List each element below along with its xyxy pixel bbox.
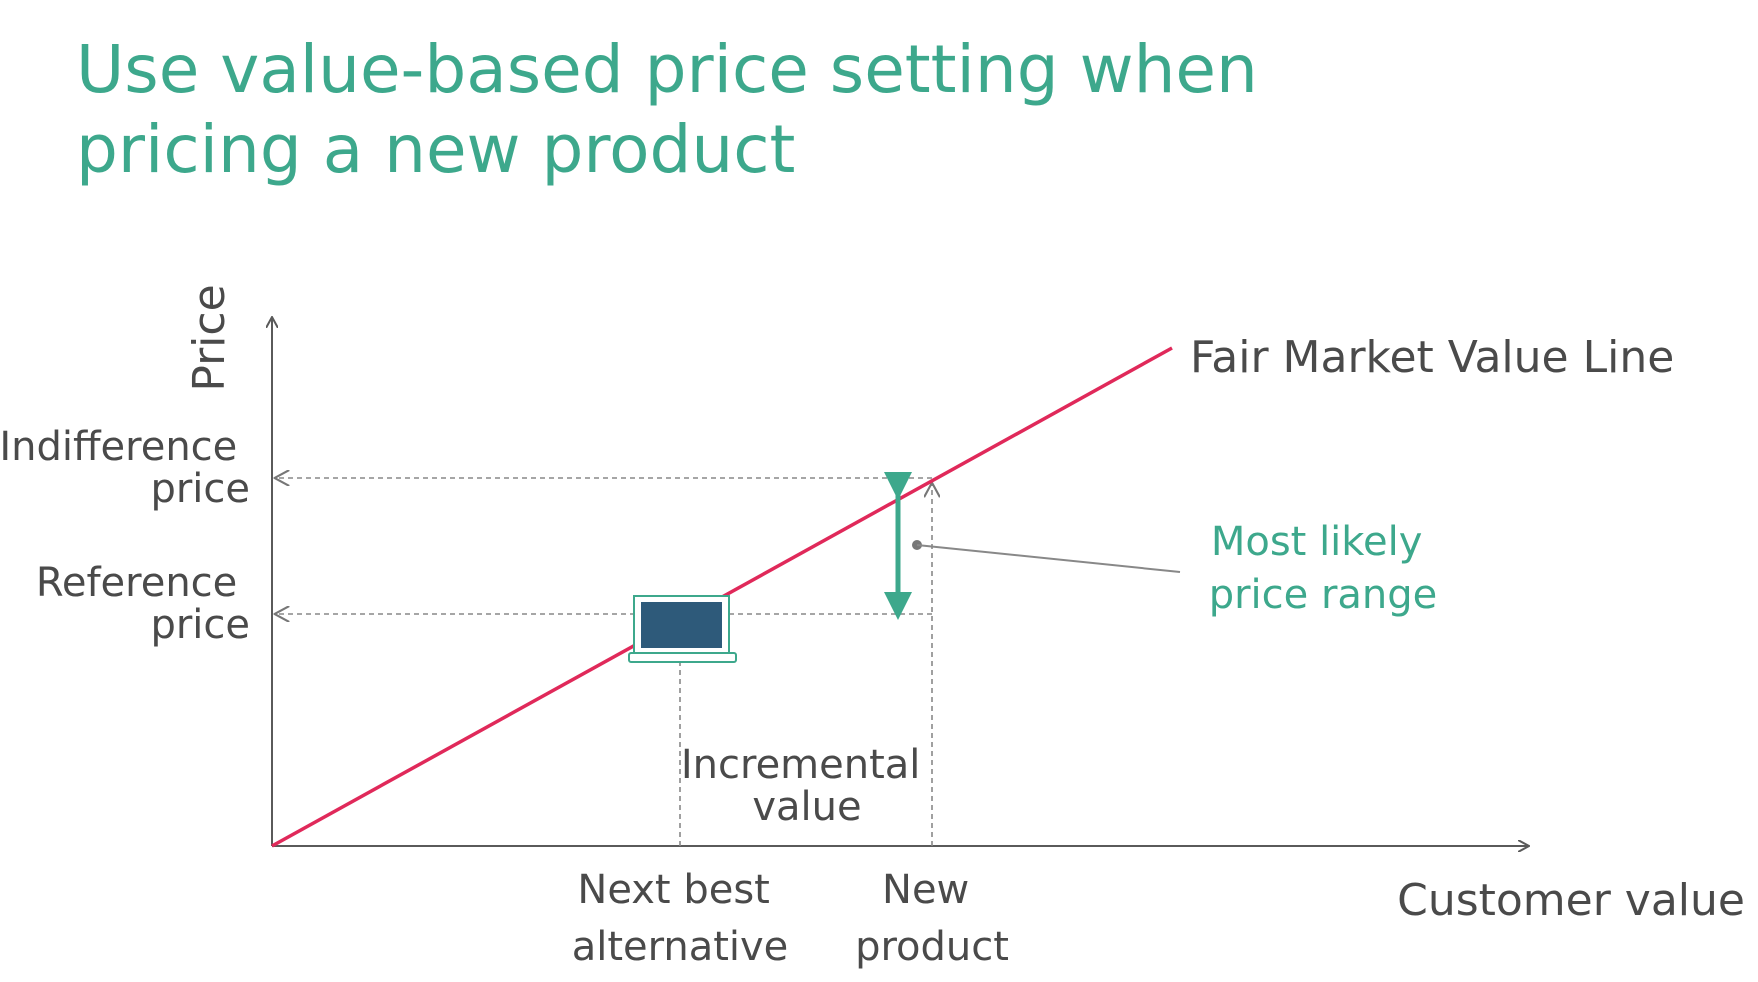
indifference-price-line-1: Indifference — [0, 424, 237, 470]
next-best-line-2: alternative — [572, 924, 789, 970]
reference-price-line-1: Reference — [36, 560, 237, 606]
callout-leader-line — [916, 544, 1181, 573]
page-title: Use value-based price setting when prici… — [76, 30, 1258, 190]
title-line-1: Use value-based price setting when — [76, 31, 1258, 108]
title-line-2: pricing a new product — [76, 111, 796, 188]
price-range-line-2: price range — [1209, 572, 1438, 618]
reference-price-label: Reference price — [36, 560, 250, 648]
new-product-line-1: New — [882, 867, 969, 913]
indifference-price-label: Indifference price — [0, 424, 250, 512]
indifference-price-line-2: price — [150, 466, 250, 512]
new-product-label: New product — [855, 867, 1009, 970]
new-product-line-2: product — [855, 924, 1009, 970]
next-best-alternative-label: Next best alternative — [572, 867, 789, 970]
price-range-label: Most likely price range — [1209, 519, 1438, 618]
reference-price-line-2: price — [150, 602, 250, 648]
incremental-value-label: Incremental value — [681, 742, 933, 830]
incremental-value-line-1: Incremental — [681, 742, 921, 788]
price-range-line-1: Most likely — [1211, 519, 1423, 565]
next-best-line-1: Next best — [577, 867, 769, 913]
x-axis-label: Customer value — [1397, 875, 1745, 926]
laptop-icon — [628, 595, 737, 663]
y-axis-label: Price — [184, 284, 235, 391]
incremental-value-line-2: value — [752, 784, 861, 830]
fair-market-value-line-label: Fair Market Value Line — [1190, 332, 1674, 383]
